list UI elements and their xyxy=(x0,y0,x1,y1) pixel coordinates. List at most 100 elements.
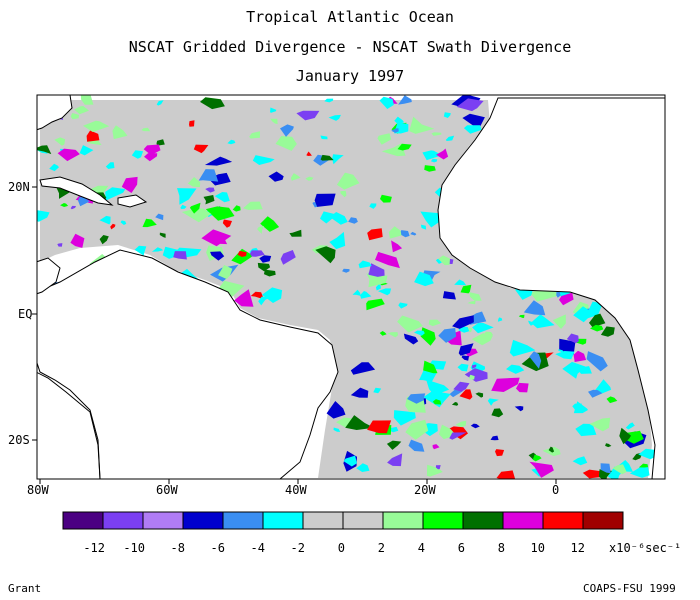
divergence-patch xyxy=(380,194,392,203)
divergence-patch xyxy=(625,422,635,430)
divergence-patch xyxy=(156,100,164,106)
divergence-patch xyxy=(403,333,419,345)
divergence-patch xyxy=(320,211,336,224)
divergence-patch xyxy=(60,203,69,207)
divergence-patch xyxy=(336,172,360,190)
lat-label-20s: 20S xyxy=(8,433,30,447)
divergence-patch xyxy=(388,226,402,239)
divergence-patch xyxy=(342,268,350,273)
divergence-patch xyxy=(105,187,126,201)
divergence-patch xyxy=(398,95,412,105)
divergence-patch xyxy=(99,215,111,225)
divergence-patch xyxy=(548,446,555,453)
divergence-patch xyxy=(410,231,417,236)
divergence-patch xyxy=(457,363,469,372)
colorbar-tick-label: 4 xyxy=(417,541,425,555)
brazil-coast-detail xyxy=(37,371,101,479)
north-america-land xyxy=(37,95,73,131)
colorbar-swatch xyxy=(62,511,104,530)
divergence-patch xyxy=(407,393,426,404)
lon-label-20w: 20W xyxy=(414,483,436,497)
divergence-patch xyxy=(419,366,437,382)
divergence-patch xyxy=(177,188,197,205)
divergence-patch xyxy=(497,317,503,322)
divergence-patch xyxy=(134,245,147,256)
divergence-patch xyxy=(252,155,275,165)
divergence-patch xyxy=(432,444,440,450)
divergence-patch xyxy=(83,120,110,132)
divergence-patch xyxy=(426,379,450,396)
divergence-patch xyxy=(638,463,649,468)
lat-label-20n: 20N xyxy=(8,180,30,194)
divergence-patch xyxy=(398,302,408,309)
divergence-patch xyxy=(471,333,493,346)
divergence-patch xyxy=(70,205,76,210)
divergence-patch xyxy=(462,113,485,127)
map-subtitle: NSCAT Gridded Divergence - NSCAT Swath D… xyxy=(128,38,572,56)
divergence-patch xyxy=(573,350,587,362)
divergence-patch xyxy=(452,315,474,329)
colorbar-swatch xyxy=(462,511,504,530)
divergence-patch xyxy=(79,145,94,156)
divergence-patch xyxy=(605,443,612,448)
divergence-patch xyxy=(320,135,328,140)
divergence-patch xyxy=(74,106,89,115)
divergence-patch xyxy=(399,230,410,238)
divergence-patch xyxy=(420,327,436,346)
divergence-patch xyxy=(586,351,608,372)
divergence-patch xyxy=(577,366,592,374)
divergence-patch xyxy=(514,289,533,300)
divergence-patch xyxy=(422,150,443,161)
divergence-patch xyxy=(600,326,615,337)
divergence-patch xyxy=(248,250,265,257)
cuba-island xyxy=(39,176,114,206)
divergence-patch xyxy=(420,224,427,230)
colorbar-tick-label: 6 xyxy=(457,541,465,555)
divergence-patch xyxy=(204,156,233,166)
divergence-patch xyxy=(275,136,297,151)
divergence-patch xyxy=(555,351,575,360)
divergence-patch xyxy=(144,153,158,162)
divergence-patch xyxy=(558,349,565,353)
divergence-patch xyxy=(326,401,346,419)
divergence-patch xyxy=(518,314,525,319)
divergence-patch xyxy=(573,401,588,414)
map-frame xyxy=(36,94,666,480)
divergence-patch xyxy=(54,137,66,146)
divergence-patch xyxy=(328,114,341,121)
divergence-patch xyxy=(358,260,372,269)
divergence-patch xyxy=(386,440,402,450)
colorbar-swatch xyxy=(182,511,224,530)
divergence-patch xyxy=(257,226,265,234)
divergence-patch xyxy=(320,154,334,161)
divergence-patch xyxy=(408,439,425,452)
divergence-patch xyxy=(257,262,271,272)
footer-credit: COAPS-FSU 1999 xyxy=(583,582,676,595)
colorbar-swatch xyxy=(222,511,264,530)
lon-label-40w: 40W xyxy=(285,483,307,497)
divergence-patch xyxy=(99,235,109,245)
divergence-patch xyxy=(57,243,63,247)
divergence-patch xyxy=(203,195,215,205)
divergence-patch xyxy=(131,150,144,159)
divergence-patch xyxy=(201,229,232,247)
colorbar-tick-label: -2 xyxy=(290,541,305,555)
divergence-patch xyxy=(424,165,436,172)
divergence-patch xyxy=(438,328,457,343)
divergence-patch xyxy=(588,389,603,398)
colorbar-swatch xyxy=(302,511,344,530)
divergence-patch xyxy=(472,364,477,369)
divergence-patch xyxy=(333,427,341,432)
divergence-patch xyxy=(409,116,435,134)
divergence-patch xyxy=(110,223,116,230)
divergence-patch xyxy=(314,193,336,207)
divergence-patch xyxy=(270,118,278,125)
divergence-patch xyxy=(428,319,441,327)
divergence-patch xyxy=(270,107,277,113)
colorbar-tick-label: 12 xyxy=(570,541,585,555)
divergence-patch xyxy=(367,420,392,434)
divergence-patch xyxy=(121,176,138,193)
divergence-patch xyxy=(373,387,382,394)
divergence-patch xyxy=(467,300,476,305)
divergence-patch xyxy=(368,263,385,277)
